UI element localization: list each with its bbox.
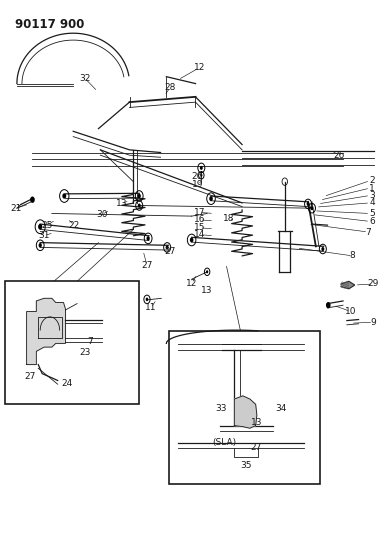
Text: 12: 12 xyxy=(186,279,197,288)
Text: 16: 16 xyxy=(194,215,205,224)
Circle shape xyxy=(239,344,242,348)
Circle shape xyxy=(190,238,194,243)
Circle shape xyxy=(326,302,331,309)
Circle shape xyxy=(209,196,213,201)
Text: 27: 27 xyxy=(165,247,176,256)
Circle shape xyxy=(39,243,42,247)
Bar xyxy=(169,331,320,484)
Circle shape xyxy=(30,197,35,203)
Text: 9: 9 xyxy=(370,318,376,327)
Text: 10: 10 xyxy=(345,307,357,316)
Text: 34: 34 xyxy=(275,404,287,413)
Circle shape xyxy=(166,245,169,249)
Text: 13: 13 xyxy=(116,199,127,208)
Text: 26: 26 xyxy=(334,151,345,160)
Circle shape xyxy=(101,337,105,342)
Circle shape xyxy=(75,301,80,307)
Circle shape xyxy=(56,379,60,385)
Text: 7: 7 xyxy=(87,337,93,346)
Circle shape xyxy=(38,224,42,230)
Text: 29: 29 xyxy=(368,279,379,288)
Text: 15: 15 xyxy=(194,223,205,232)
Text: 28: 28 xyxy=(165,83,176,92)
Text: 2: 2 xyxy=(369,176,375,185)
Text: 30: 30 xyxy=(96,210,107,219)
Text: 13: 13 xyxy=(251,418,263,427)
Text: 90117 900: 90117 900 xyxy=(15,18,84,31)
Bar xyxy=(5,281,139,405)
Text: 20: 20 xyxy=(192,172,203,181)
Text: 7: 7 xyxy=(365,228,371,237)
Text: 17: 17 xyxy=(194,208,205,217)
Circle shape xyxy=(146,297,148,301)
Text: 35: 35 xyxy=(240,462,252,470)
Text: 18: 18 xyxy=(223,214,234,223)
Circle shape xyxy=(138,204,141,207)
Polygon shape xyxy=(27,298,65,365)
Text: 19: 19 xyxy=(192,180,203,189)
Circle shape xyxy=(206,270,208,273)
Circle shape xyxy=(138,194,141,198)
Text: 5: 5 xyxy=(369,209,375,218)
Text: 12: 12 xyxy=(194,63,205,72)
Text: 24: 24 xyxy=(61,378,72,387)
Text: 13: 13 xyxy=(201,286,213,295)
Text: 23: 23 xyxy=(79,348,91,357)
Circle shape xyxy=(244,459,248,463)
Text: 31: 31 xyxy=(38,231,50,240)
Text: 27: 27 xyxy=(141,261,152,270)
Circle shape xyxy=(200,166,203,170)
Text: 33: 33 xyxy=(215,404,227,413)
Circle shape xyxy=(62,193,66,199)
Circle shape xyxy=(200,174,203,177)
Text: 27: 27 xyxy=(24,372,36,381)
Text: 22: 22 xyxy=(69,221,80,230)
Text: 21: 21 xyxy=(11,204,22,213)
Circle shape xyxy=(147,236,150,240)
Circle shape xyxy=(244,459,248,463)
Text: 8: 8 xyxy=(350,252,355,261)
Circle shape xyxy=(101,327,106,333)
Circle shape xyxy=(310,206,314,210)
Text: 14: 14 xyxy=(194,230,205,239)
Text: 6: 6 xyxy=(369,217,375,226)
Text: 1: 1 xyxy=(369,183,375,192)
Text: 25: 25 xyxy=(41,221,53,230)
Circle shape xyxy=(321,247,324,251)
Polygon shape xyxy=(341,281,355,289)
Text: 27: 27 xyxy=(250,443,261,453)
Text: 32: 32 xyxy=(79,74,91,83)
Circle shape xyxy=(307,202,310,206)
Text: 4: 4 xyxy=(369,198,375,207)
Text: 3: 3 xyxy=(369,191,375,200)
Text: (SLA): (SLA) xyxy=(213,438,237,447)
Text: 11: 11 xyxy=(145,303,157,312)
Polygon shape xyxy=(234,396,257,428)
